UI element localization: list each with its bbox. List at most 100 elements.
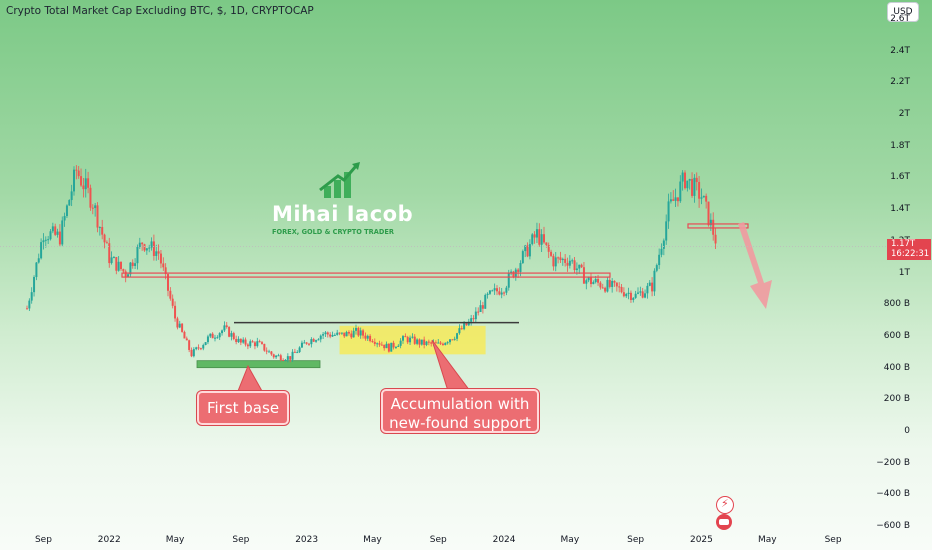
candle-body: [714, 234, 717, 244]
candle-body: [394, 346, 397, 348]
candle-body: [298, 347, 301, 353]
candle-body: [293, 351, 296, 353]
candle-body: [700, 197, 703, 199]
candle-body: [472, 318, 475, 320]
candle-body: [693, 177, 696, 196]
candle-body: [317, 339, 320, 341]
candle-body: [42, 240, 45, 243]
candle-body: [159, 253, 162, 264]
candle-body: [564, 258, 567, 263]
candle-body: [75, 169, 78, 171]
candle-body: [648, 282, 651, 286]
candle-body: [679, 181, 682, 202]
candle-body: [712, 219, 715, 235]
candle-body: [465, 323, 468, 326]
candle-body: [178, 323, 181, 328]
candle-body: [300, 342, 303, 348]
candle-body: [169, 290, 172, 299]
y-tick-label: 800 B: [883, 299, 910, 310]
y-tick-label: 1.8T: [890, 140, 910, 151]
candle-body: [352, 330, 355, 338]
candle-body: [390, 342, 393, 352]
candle-body: [239, 338, 242, 343]
x-tick-label: May: [757, 535, 777, 545]
candle-body: [263, 343, 266, 351]
candle-body: [246, 344, 249, 347]
candle-countdown: 16:22:31: [891, 249, 930, 259]
brand-logo-icon: [319, 162, 360, 198]
candle-body: [174, 305, 177, 319]
candle-body: [488, 290, 491, 294]
brand-tagline: FOREX, GOLD & CRYPTO TRADER: [272, 228, 394, 236]
candle-body: [117, 261, 120, 271]
candle-body: [355, 327, 357, 331]
candle-body: [580, 264, 583, 268]
lightning-icon[interactable]: ⚡: [716, 496, 734, 514]
candle-body: [108, 243, 111, 264]
candle-body: [362, 330, 365, 336]
candle-body: [63, 216, 66, 221]
candle-body: [131, 262, 134, 266]
first-base-callout[interactable]: First base: [197, 391, 289, 425]
candle-body: [644, 293, 647, 298]
candle-body: [575, 268, 578, 271]
candle-body: [559, 257, 562, 261]
candle-body: [221, 330, 224, 334]
candle-body: [167, 274, 169, 291]
y-tick-label: 1.6T: [890, 172, 910, 183]
candle-body: [218, 333, 221, 338]
candle-body: [611, 280, 614, 287]
candle-body: [632, 297, 635, 300]
candle-body: [486, 293, 489, 295]
candle-body: [378, 343, 381, 345]
candle-body: [578, 264, 581, 269]
candle-body: [312, 339, 315, 342]
candle-body: [305, 342, 308, 344]
candle-body: [162, 263, 165, 268]
candle-body: [171, 298, 174, 306]
accumulation-callout[interactable]: Accumulation with new-found support: [381, 389, 539, 433]
candle-body: [199, 348, 202, 350]
candle-body: [345, 331, 348, 337]
candle-body: [425, 341, 428, 345]
candle-body: [101, 227, 104, 235]
candle-body: [622, 292, 625, 297]
candle-body: [561, 258, 564, 261]
candle-body: [453, 338, 456, 340]
candle-body: [129, 262, 132, 275]
alert-badge-icon[interactable]: [716, 514, 732, 530]
candle-body: [289, 356, 292, 360]
candle-body: [373, 341, 376, 344]
candle-body: [40, 242, 43, 259]
candle-body: [143, 244, 146, 251]
candle-body: [418, 339, 421, 345]
candle-body: [554, 257, 557, 267]
candle-body: [592, 282, 595, 285]
candle-body: [310, 339, 313, 345]
candle-body: [691, 178, 694, 196]
candle-body: [531, 234, 534, 245]
candle-body: [315, 340, 318, 342]
candle-body: [51, 226, 54, 232]
candle-body: [606, 279, 609, 292]
candle-body: [512, 271, 515, 278]
candle-body: [540, 234, 543, 245]
candle-body: [543, 234, 545, 243]
candle-body: [366, 335, 369, 339]
chart-title: Crypto Total Market Cap Excluding BTC, $…: [6, 5, 314, 17]
candle-body: [56, 231, 59, 235]
candle-body: [37, 258, 40, 263]
candle-body: [105, 242, 108, 244]
candle-body: [258, 341, 261, 343]
candle-body: [272, 354, 275, 358]
candle-body: [206, 336, 209, 343]
candle-body: [230, 333, 233, 337]
candle-body: [686, 180, 689, 189]
candle-body: [397, 345, 400, 347]
candle-body: [446, 342, 449, 344]
candle-body: [503, 292, 506, 294]
candle-body: [77, 170, 80, 177]
currency-button[interactable]: USD: [887, 2, 919, 22]
